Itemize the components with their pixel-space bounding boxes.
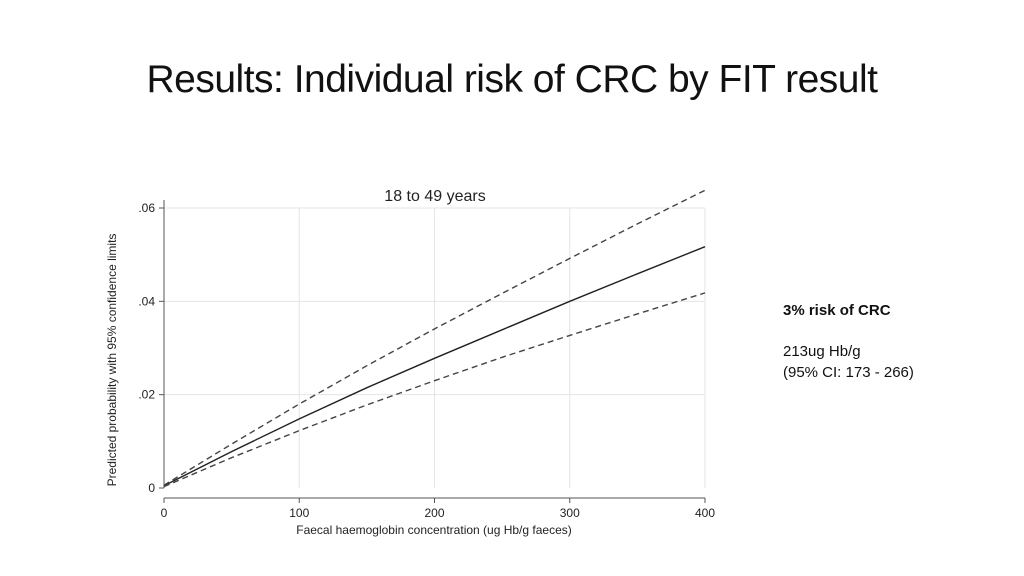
y-tick-label: .04 xyxy=(138,294,155,308)
predicted-probability-line xyxy=(163,246,706,487)
x-tick-label: 0 xyxy=(161,506,168,520)
line-chart: 18 to 49 years 0 .02 .04 .06 0 100 200 300 400 F… xyxy=(105,188,715,537)
risk-annotation: 3% risk of CRC 213ug Hb/g (95% CI: 173 -… xyxy=(783,302,1013,383)
tick-labels: 0 .02 .04 .06 0 100 200 300 400 xyxy=(138,201,715,520)
y-tick-label: .02 xyxy=(138,388,155,402)
risk-confidence-interval: (95% CI: 173 - 266) xyxy=(783,364,914,381)
x-tick-label: 200 xyxy=(424,506,444,520)
risk-threshold-value: 213ug Hb/g xyxy=(783,343,861,360)
x-tick-label: 100 xyxy=(289,506,309,520)
risk-headline: 3% risk of CRC xyxy=(783,302,891,319)
y-axis-label: Predicted probability with 95% confidenc… xyxy=(105,234,119,487)
chart-title: 18 to 49 years xyxy=(384,188,485,205)
y-tick-label: 0 xyxy=(148,481,155,495)
slide-title: Results: Individual risk of CRC by FIT r… xyxy=(146,58,878,101)
axes xyxy=(159,200,706,503)
grid xyxy=(164,207,706,488)
x-tick-label: 400 xyxy=(695,506,715,520)
x-tick-label: 300 xyxy=(560,506,580,520)
confidence-limit-line xyxy=(163,189,706,486)
series-lines xyxy=(163,189,706,488)
confidence-limit-line xyxy=(163,292,706,488)
y-tick-label: .06 xyxy=(138,201,155,215)
chart: 18 to 49 years 0 .02 .04 .06 0 100 200 300 400 F… xyxy=(95,175,735,545)
x-axis-label: Faecal haemoglobin concentration (ug Hb/… xyxy=(296,523,572,537)
